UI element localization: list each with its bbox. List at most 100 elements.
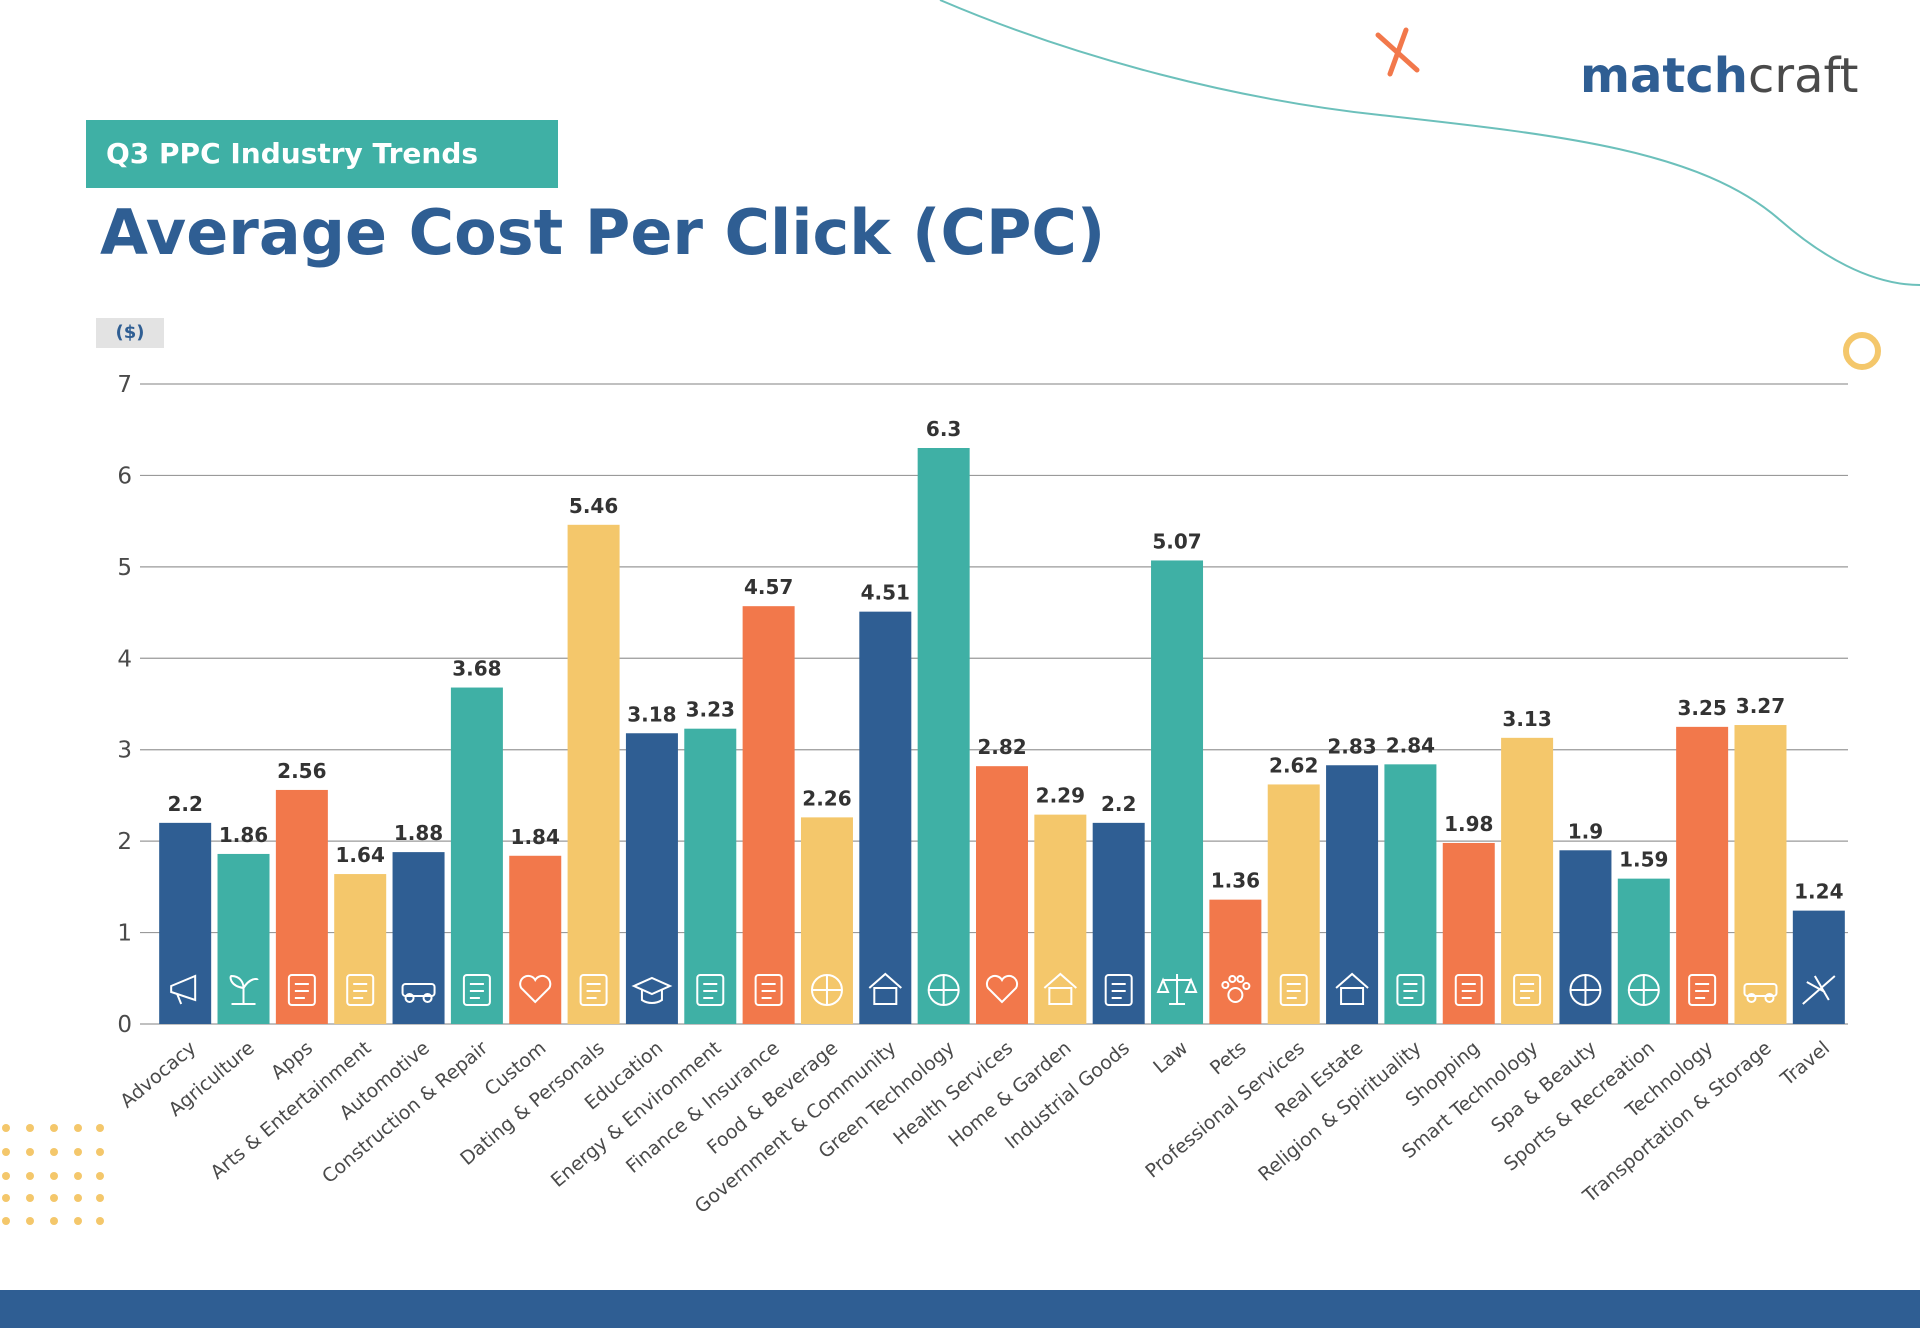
bar (1267, 784, 1320, 1024)
paw-icon (1221, 975, 1251, 1003)
bar-value-label: 1.86 (219, 823, 268, 847)
custom-sliders-icon (519, 974, 552, 1004)
car-icon (401, 983, 436, 1003)
bar-value-label: 3.23 (686, 698, 735, 722)
y-axis-unit-label: ($) (96, 318, 164, 348)
bar-value-label: 3.18 (627, 702, 676, 726)
green-globe-icon (927, 974, 960, 1006)
bar (684, 728, 737, 1024)
solar-wind-icon (696, 974, 725, 1006)
bar-value-label: 4.51 (861, 581, 910, 605)
bar-value-label: 2.82 (977, 735, 1026, 759)
factory-icon (1104, 974, 1133, 1006)
y-tick-label: 5 (117, 555, 132, 581)
bar-value-label: 1.98 (1444, 812, 1493, 836)
megaphone-icon (170, 974, 197, 1005)
bar (334, 874, 387, 1024)
bar-value-label: 5.46 (569, 494, 618, 518)
decorative-dots (2, 1124, 104, 1225)
bar (976, 766, 1028, 1024)
x-category-label: Travel (1776, 1037, 1834, 1091)
bar-value-label: 1.24 (1794, 880, 1843, 904)
bar (1442, 842, 1495, 1024)
y-tick-label: 3 (117, 738, 132, 764)
bar (625, 733, 678, 1024)
crane-icon (462, 974, 491, 1006)
shopping-bag-icon (1454, 974, 1483, 1006)
bar-value-label: 1.88 (394, 821, 443, 845)
section-tag: Q3 PPC Industry Trends (86, 120, 558, 188)
bar-value-label: 2.2 (167, 792, 202, 816)
bar-value-label: 1.9 (1568, 819, 1603, 843)
bar (1501, 737, 1554, 1024)
sports-ball-icon (1627, 974, 1660, 1006)
bar (1384, 764, 1437, 1024)
bar-value-label: 6.3 (926, 417, 961, 441)
app-grid-icon (287, 974, 316, 1006)
x-category-label: Pets (1206, 1037, 1251, 1079)
bar (1734, 725, 1787, 1024)
brand-logo-part1: match (1580, 48, 1748, 104)
bar-value-label: 3.13 (1502, 707, 1551, 731)
bar-value-label: 1.84 (511, 825, 560, 849)
bar-value-label: 1.59 (1619, 848, 1668, 872)
bar-value-label: 2.83 (1327, 734, 1376, 758)
bar (1326, 765, 1379, 1024)
briefcase-icon (1279, 974, 1308, 1006)
bar-value-label: 2.84 (1386, 733, 1435, 757)
footer-bar (0, 1290, 1920, 1328)
bar (567, 524, 620, 1024)
bar (1151, 560, 1204, 1024)
bar (917, 448, 970, 1024)
bar-value-label: 3.27 (1736, 694, 1785, 718)
bar (1092, 822, 1145, 1024)
decorative-wave-line (939, 0, 1920, 286)
truck-icon (1743, 983, 1778, 1003)
bar (1034, 814, 1087, 1024)
health-heart-icon (985, 974, 1019, 1004)
bar-value-label: 2.2 (1101, 792, 1136, 816)
bar-value-label: 2.56 (277, 759, 326, 783)
y-tick-label: 6 (117, 463, 132, 489)
real-estate-house-icon (1335, 972, 1369, 1005)
couple-icon (579, 974, 608, 1006)
bar-value-label: 2.26 (802, 786, 851, 810)
bar-value-label: 5.07 (1152, 529, 1201, 553)
bar (859, 611, 912, 1024)
bar (1676, 726, 1729, 1024)
smart-phone-icon (1513, 974, 1542, 1006)
x-category-label: Law (1149, 1037, 1192, 1078)
y-tick-label: 2 (117, 829, 132, 855)
page-title: Average Cost Per Click (CPC) (100, 196, 1106, 269)
y-tick-label: 7 (117, 372, 132, 398)
bar-value-label: 3.25 (1677, 696, 1726, 720)
bar-value-label: 3.68 (452, 657, 501, 681)
y-tick-label: 1 (117, 921, 132, 947)
sprout-icon (229, 974, 259, 1005)
scales-icon (1156, 974, 1198, 1005)
bar (159, 822, 212, 1024)
bar-value-label: 1.64 (336, 843, 385, 867)
technology-chip-icon (1688, 974, 1717, 1006)
x-category-label: Apps (267, 1037, 317, 1084)
bar (742, 606, 795, 1024)
finance-report-icon (754, 974, 783, 1006)
bar (450, 687, 503, 1024)
brand-logo-part2: craft (1747, 48, 1859, 104)
decorative-x-icon (1375, 27, 1420, 77)
bar-value-label: 1.36 (1211, 869, 1260, 893)
plate-utensils-icon (810, 974, 843, 1006)
y-tick-label: 4 (117, 646, 132, 672)
bar-value-label: 4.57 (744, 575, 793, 599)
decorative-ring-icon (1843, 332, 1881, 370)
bar-value-label: 2.62 (1269, 753, 1318, 777)
bar (275, 789, 328, 1024)
bar (392, 852, 445, 1024)
praying-hands-icon (1396, 974, 1425, 1006)
airplane-icon (1802, 975, 1836, 1005)
palette-icon (346, 974, 375, 1006)
house-icon (1043, 972, 1077, 1005)
